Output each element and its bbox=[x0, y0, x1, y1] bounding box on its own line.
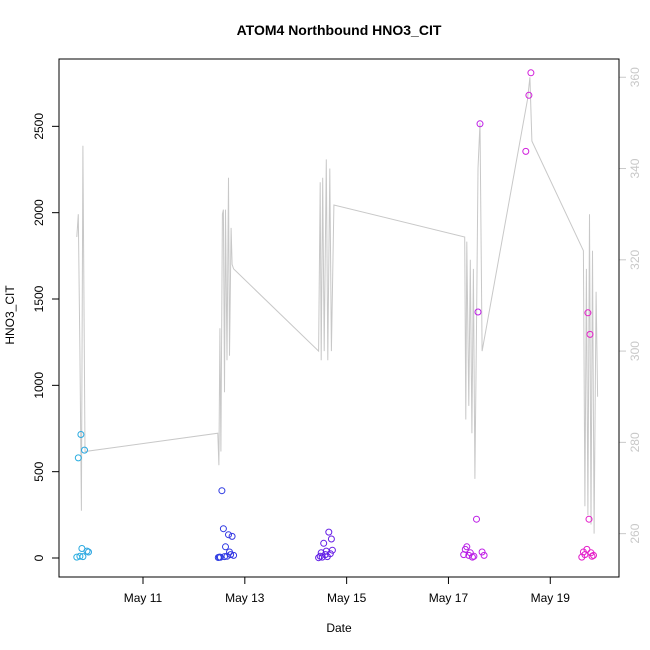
chart-title: ATOM4 Northbound HNO3_CIT bbox=[237, 22, 442, 38]
scatter-point bbox=[85, 548, 92, 556]
x-tick-label: May 15 bbox=[327, 591, 367, 605]
scatter-point bbox=[230, 551, 238, 559]
scatter-point bbox=[77, 431, 85, 438]
scatter-point bbox=[222, 543, 229, 551]
scatter-point bbox=[525, 91, 533, 99]
scatter-point bbox=[326, 550, 334, 558]
scatter-point bbox=[527, 69, 535, 77]
y2-tick-label: 260 bbox=[628, 523, 642, 543]
scatter-point bbox=[221, 553, 228, 561]
axes: May 11 May 13 May 15 May 17 May 19 0 500 1000 15… bbox=[32, 67, 642, 605]
scatter-point bbox=[81, 446, 88, 454]
y-axis-label: HNO3_CIT bbox=[3, 285, 17, 345]
scatter-point bbox=[522, 147, 530, 155]
y-tick-label: 1000 bbox=[32, 372, 46, 399]
scatter-point bbox=[470, 552, 478, 560]
scatter-point bbox=[227, 551, 235, 559]
y2-tick-label: 320 bbox=[628, 249, 642, 269]
y-tick-label: 0 bbox=[32, 554, 46, 561]
y2-tick-label: 340 bbox=[628, 158, 642, 178]
scatter-point bbox=[586, 330, 594, 338]
x-tick-label: May 17 bbox=[429, 591, 469, 605]
scatter-point bbox=[585, 515, 593, 523]
scatter-point bbox=[218, 487, 226, 495]
scatter-point bbox=[225, 531, 232, 539]
scatter-point bbox=[321, 551, 329, 559]
scatter-point bbox=[583, 545, 591, 553]
line-series bbox=[76, 77, 599, 534]
scatter-point bbox=[328, 546, 336, 554]
scatter-series bbox=[73, 69, 597, 562]
y2-tick-label: 280 bbox=[628, 432, 642, 452]
line-path bbox=[76, 77, 599, 534]
scatter-point bbox=[590, 551, 597, 559]
scatter-point bbox=[476, 120, 484, 128]
scatter-point bbox=[584, 309, 592, 317]
scatter-point bbox=[76, 552, 84, 560]
scatter-point bbox=[327, 535, 335, 543]
x-tick-label: May 19 bbox=[531, 591, 571, 605]
scatter-point bbox=[478, 548, 486, 556]
scatter-point bbox=[588, 552, 596, 560]
scatter-point bbox=[320, 539, 328, 547]
scatter-point bbox=[466, 549, 474, 557]
scatter-point bbox=[219, 525, 227, 533]
scatter-point bbox=[216, 553, 224, 561]
scatter-point bbox=[473, 515, 480, 523]
y-tick-label: 2500 bbox=[32, 113, 46, 140]
y-tick-label: 1500 bbox=[32, 285, 46, 312]
y-tick-label: 500 bbox=[32, 461, 46, 481]
scatter-point bbox=[79, 553, 87, 561]
y-tick-label: 2000 bbox=[32, 199, 46, 226]
scatter-point bbox=[228, 532, 236, 540]
scatter-point bbox=[325, 528, 333, 536]
scatter-point bbox=[480, 551, 488, 559]
y2-tick-label: 360 bbox=[628, 67, 642, 87]
scatter-point bbox=[74, 454, 82, 462]
plot-frame bbox=[58, 58, 620, 578]
x-axis-label: Date bbox=[326, 621, 352, 635]
scatter-point bbox=[83, 547, 91, 555]
x-tick-label: May 13 bbox=[225, 591, 265, 605]
x-tick-label: May 11 bbox=[124, 591, 163, 605]
scatter-point bbox=[474, 308, 482, 316]
y2-tick-label: 300 bbox=[628, 341, 642, 361]
scatter-point bbox=[463, 543, 471, 551]
